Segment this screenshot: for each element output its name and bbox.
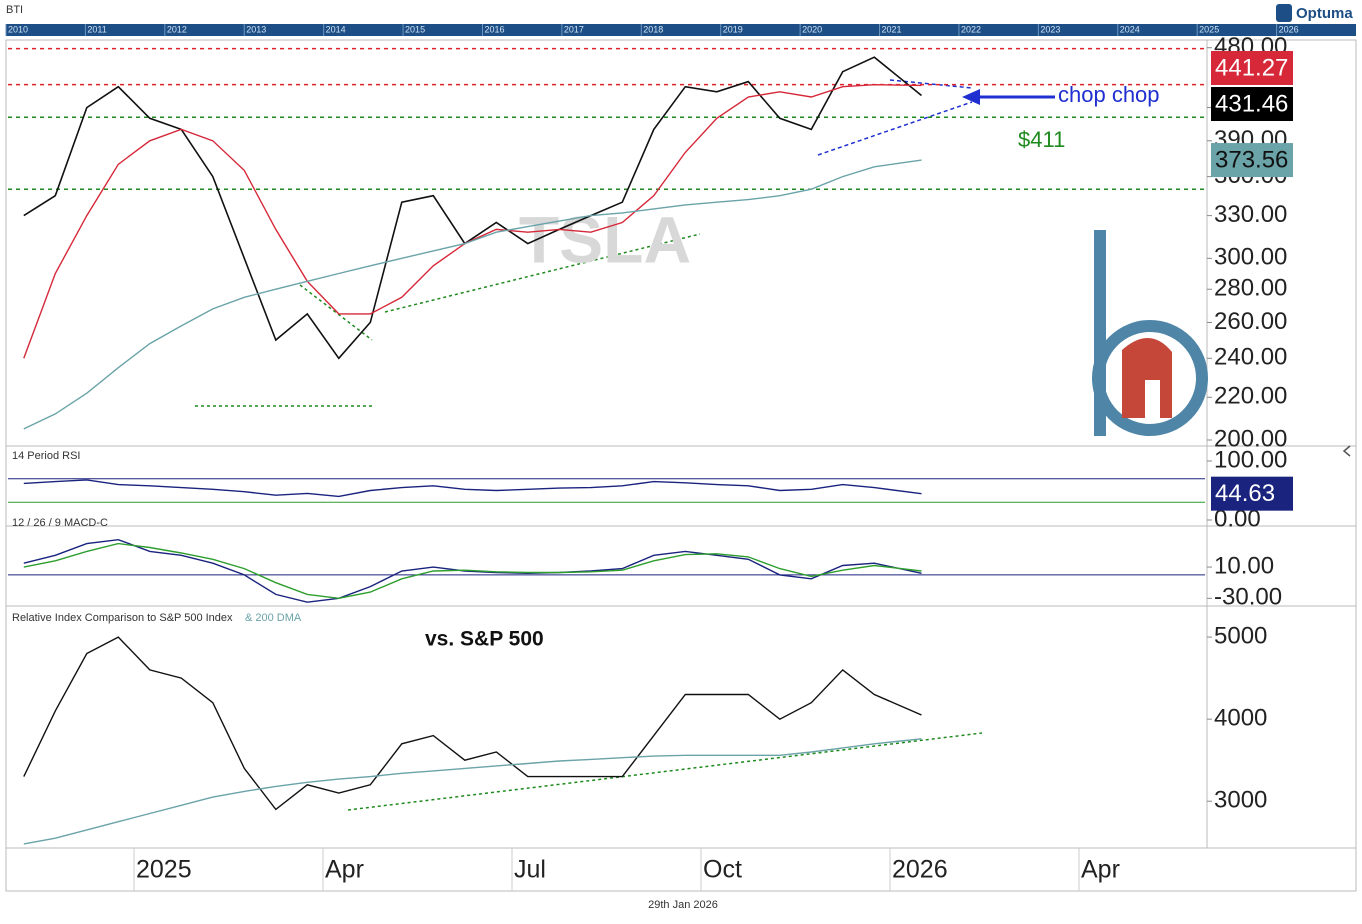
trendline bbox=[384, 233, 701, 313]
arrow-head bbox=[962, 89, 980, 105]
y-tick-label: 5000 bbox=[1214, 622, 1267, 649]
y-tick-label: 220.00 bbox=[1214, 383, 1287, 410]
annotation: $411 bbox=[1018, 127, 1065, 152]
x-tick-label: Oct bbox=[703, 856, 742, 884]
value-tag: 44.63 bbox=[1215, 480, 1275, 507]
y-tick-label: 240.00 bbox=[1214, 344, 1287, 371]
y-tick-label: 100.00 bbox=[1214, 446, 1287, 473]
brand: Optuma bbox=[1296, 5, 1353, 22]
x-tick-label: Jul bbox=[514, 856, 546, 884]
scroll-arrow[interactable] bbox=[1342, 445, 1351, 457]
panel-subtitle: & 200 DMA bbox=[245, 612, 302, 624]
x-tick-label: 2025 bbox=[136, 856, 192, 884]
value-tag-box bbox=[1211, 87, 1293, 121]
navigator-year: 2010 bbox=[8, 24, 28, 34]
series-line bbox=[23, 479, 922, 498]
navigator-year: 2013 bbox=[246, 24, 266, 34]
value-tag: 441.27 bbox=[1215, 54, 1288, 81]
x-tick-label: 2026 bbox=[892, 856, 948, 884]
navigator-year: 2025 bbox=[1199, 24, 1219, 34]
navigator-year: 2023 bbox=[1040, 24, 1060, 34]
footer-date: 29th Jan 2026 bbox=[648, 899, 718, 911]
panel-title: 12 / 26 / 9 MACD-C bbox=[12, 517, 108, 529]
panel-title: Relative Index Comparison to S&P 500 Ind… bbox=[12, 612, 233, 624]
watermark: TSLA bbox=[519, 202, 691, 276]
brand-icon bbox=[1276, 4, 1292, 22]
navigator-year: 2012 bbox=[167, 24, 187, 34]
series-line bbox=[23, 636, 922, 811]
y-tick-label: 280.00 bbox=[1214, 275, 1287, 302]
logo-mark bbox=[1122, 337, 1172, 418]
navigator-year: 2021 bbox=[882, 24, 902, 34]
value-tag-box bbox=[1211, 143, 1293, 178]
y-tick-label: 3000 bbox=[1214, 787, 1267, 814]
annotation: vs. S&P 500 bbox=[425, 628, 544, 651]
value-tag-box bbox=[1211, 51, 1293, 85]
trendline bbox=[347, 732, 983, 811]
y-tick-label: 200.00 bbox=[1214, 425, 1287, 452]
trendline bbox=[817, 101, 973, 156]
y-tick-label: 4000 bbox=[1214, 704, 1267, 731]
series-line bbox=[23, 159, 922, 430]
annotation: chop chop bbox=[1058, 82, 1160, 107]
y-tick-label: 330.00 bbox=[1214, 201, 1287, 228]
y-tick-label: 300.00 bbox=[1214, 244, 1287, 271]
y-tick-label: 10.00 bbox=[1214, 552, 1274, 579]
panel-title: 14 Period RSI bbox=[12, 450, 80, 462]
value-tag: 431.46 bbox=[1215, 90, 1288, 117]
symbol: BTI bbox=[6, 4, 23, 16]
navigator-year: 2020 bbox=[802, 24, 822, 34]
navigator-year: 2022 bbox=[961, 24, 981, 34]
navigator-year: 2016 bbox=[484, 24, 504, 34]
navigator-year: 2017 bbox=[564, 24, 584, 34]
navigator-years: 2010 2011 2012 2013 2014 2015 2016 2017 2018 2019… bbox=[5, 24, 1299, 36]
navigator-year: 2024 bbox=[1120, 24, 1140, 34]
series-line bbox=[23, 538, 922, 603]
navigator-year: 2026 bbox=[1279, 24, 1299, 34]
value-tag: 373.56 bbox=[1215, 146, 1288, 173]
navigator-year: 2018 bbox=[643, 24, 663, 34]
value-tag-box bbox=[1211, 476, 1293, 511]
y-tick-label: -30.00 bbox=[1214, 584, 1282, 611]
navigator-bar[interactable] bbox=[6, 24, 1356, 36]
frame bbox=[5, 39, 1357, 892]
navigator-year: 2011 bbox=[87, 24, 106, 34]
logo bbox=[1092, 230, 1208, 436]
series-line bbox=[23, 738, 922, 845]
y-tick-label: 260.00 bbox=[1214, 308, 1287, 335]
navigator-year: 2019 bbox=[723, 24, 743, 34]
navigator-year: 2014 bbox=[326, 24, 346, 34]
series-line bbox=[23, 542, 922, 600]
navigator-year: 2015 bbox=[405, 24, 425, 34]
logo-bowl bbox=[1092, 320, 1208, 436]
x-tick-label: Apr bbox=[325, 856, 364, 884]
x-tick-label: Apr bbox=[1081, 856, 1120, 884]
